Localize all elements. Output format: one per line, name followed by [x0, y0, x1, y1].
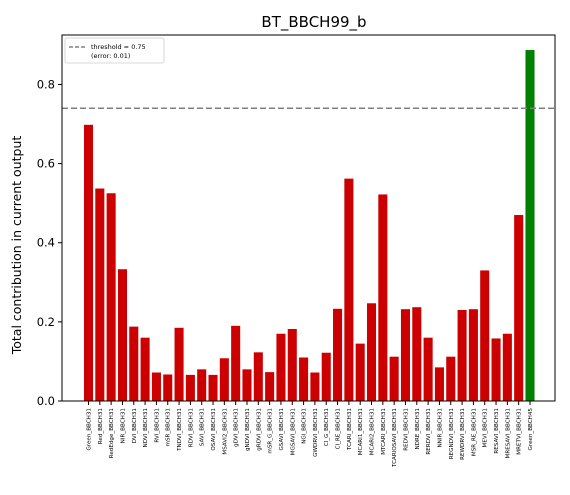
- y-axis: 0.0 0.2 0.4 0.6 0.8: [37, 77, 62, 408]
- x-tick-label: RERDVI_BBCH31: [426, 408, 432, 455]
- bar-ci-re-bbch31: [333, 308, 343, 401]
- bar-msr-re-bbch31: [468, 309, 478, 401]
- x-tick-label: gRDVI_BBCH31: [256, 408, 262, 451]
- bar-rededge-bbch31: [106, 193, 116, 401]
- x-tick-label: REGNDVI_BBCH31: [449, 408, 455, 460]
- bar-gwdrvi-bbch31: [310, 372, 320, 401]
- chart-title: BT_BBCH99_b: [261, 13, 366, 32]
- bar-grdvi-bbch31: [253, 352, 263, 401]
- x-tick-label: NDVI_BBCH31: [143, 408, 149, 448]
- bars: [83, 50, 535, 402]
- x-tick-label: TCARI_BBCH31: [347, 408, 353, 451]
- bar-ndvi-bbch31: [140, 337, 150, 401]
- bar-red-bbch31: [95, 188, 105, 401]
- bar-osavi-bbch31: [208, 374, 218, 401]
- bar-mresavi-bbch31: [502, 333, 512, 401]
- x-tick-label: Red_BBCH31: [98, 408, 104, 445]
- bar-tcariosavi-bbch31: [389, 356, 399, 401]
- x-tick-label: mSR_BBCH31: [166, 408, 172, 447]
- legend-label-line1: threshold = 0.75: [91, 43, 146, 51]
- bar-resavi-bbch31: [491, 338, 501, 401]
- bar-green-bbch31: [83, 124, 94, 402]
- legend-label-line2: (error: 0.01): [91, 52, 130, 60]
- bar-rerdvi-bbch31: [423, 337, 433, 401]
- bar-gdvi-bbch31: [231, 325, 241, 401]
- x-tick-label: MGSAVI_BBCH31: [290, 408, 296, 456]
- bar-msr-g-bbch31: [265, 372, 275, 401]
- plot-frame: [61, 34, 556, 402]
- x-tick-label: MSAVI2_BBCH31: [222, 408, 228, 455]
- x-tick-label: mSR_G_BBCH31: [268, 408, 274, 454]
- bar-redvi-bbch31: [400, 309, 411, 401]
- legend-box: [64, 37, 165, 64]
- x-tick-label: DVI_BBCH31: [132, 408, 138, 444]
- bar-ci-g-bbch31: [321, 352, 331, 401]
- x-tick-label: RESAVI_BBCH31: [494, 408, 500, 454]
- x-tick-label: CI_G_BBCH31: [324, 408, 330, 447]
- x-tick-label: NIR_BBCH31: [120, 408, 126, 444]
- x-tick-label: CI_RE_BBCH31: [336, 408, 342, 450]
- x-tick-label: MCARI1_BBCH31: [358, 408, 364, 456]
- y-tick-label: 0.0: [37, 394, 55, 408]
- x-tick-label: Green_BBCH31: [87, 408, 93, 451]
- x-tick-label: MCARI2_BBCH31: [370, 408, 376, 456]
- x-tick-label: NGI_BBCH31: [302, 408, 308, 444]
- bar-ngi-bbch31: [299, 357, 309, 401]
- bar-gsavi-bbch31: [276, 333, 286, 401]
- x-axis: Green_BBCH31 Red_BBCH31 RedEdge_BBCH31 NIR_…: [87, 401, 534, 468]
- x-tick-label: SAVI_BBCH31: [200, 408, 206, 447]
- bar-mevi-bbch31: [480, 270, 490, 401]
- x-tick-label: RDVI_BBCH31: [188, 408, 194, 448]
- bar-msr-bbch31: [163, 374, 173, 401]
- bar-rdvi-bbch31: [185, 374, 195, 401]
- bar-mcari2-bbch31: [366, 303, 377, 401]
- bar-savi-bbch31: [197, 369, 207, 401]
- y-tick-label: 0.2: [37, 315, 55, 329]
- bar-msavi2-bbch31: [219, 358, 229, 401]
- x-tick-label: OSAVI_BBCH31: [211, 408, 217, 451]
- bar-gndvi-bbch31: [242, 369, 252, 401]
- x-tick-label: REDVI_BBCH31: [403, 408, 409, 451]
- x-tick-label: TCARIOSAVI_BBCH31: [392, 408, 398, 468]
- x-tick-label: GWDRVI_BBCH31: [313, 408, 319, 457]
- bar-nnir-bbch31: [434, 367, 444, 401]
- x-tick-label: MEVI_BBCH31: [483, 408, 489, 448]
- x-tick-label: MSR_RE_BBCH31: [471, 408, 477, 457]
- y-axis-label: Total contribution in current output: [9, 136, 24, 356]
- x-tick-label: MTCARI_BBCH31: [381, 408, 387, 455]
- x-tick-label: TNDVI_BBCH31: [177, 408, 183, 452]
- x-tick-label: RVI_BBCH31: [154, 408, 160, 443]
- bar-tndvi-bbch31: [174, 327, 184, 401]
- y-tick-label: 0.8: [37, 77, 55, 91]
- x-tick-label: Green_BBCH45: [528, 408, 534, 451]
- x-tick-label: REWDRVI_BBCH31: [460, 408, 466, 460]
- x-tick-label: NNIR_BBCH31: [437, 408, 443, 448]
- bar-tcari-bbch31: [344, 178, 354, 401]
- legend: threshold = 0.75 (error: 0.01): [64, 37, 165, 64]
- y-tick-label: 0.4: [37, 236, 55, 250]
- bar-mtcari-bbch31: [378, 194, 388, 401]
- bar-mretvi-bbch31: [514, 215, 524, 401]
- x-tick-label: gNDVI_BBCH31: [245, 408, 251, 451]
- x-tick-label: NDRE_BBCH31: [415, 408, 421, 450]
- bar-regndvi-bbch31: [446, 356, 456, 401]
- x-tick-label: MRESAVI_BBCH31: [505, 408, 511, 459]
- bar-mcari1-bbch31: [355, 343, 365, 401]
- bar-green-bbch45: [525, 50, 535, 401]
- x-tick-label: RedEdge_BBCH31: [109, 408, 115, 459]
- bar-rvi-bbch31: [151, 372, 161, 401]
- bar-ndre-bbch31: [412, 307, 422, 401]
- bar-mgsavi-bbch31: [287, 328, 297, 401]
- bar-dvi-bbch31: [129, 326, 139, 401]
- x-tick-label: MRETVI_BBCH31: [517, 408, 523, 455]
- y-tick-label: 0.6: [37, 157, 55, 171]
- x-tick-label: GSAVI_BBCH31: [279, 408, 285, 451]
- x-tick-label: gDVI_BBCH31: [234, 408, 240, 447]
- bar-rewdrvi-bbch31: [457, 309, 467, 401]
- bar-nir-bbch31: [117, 269, 127, 401]
